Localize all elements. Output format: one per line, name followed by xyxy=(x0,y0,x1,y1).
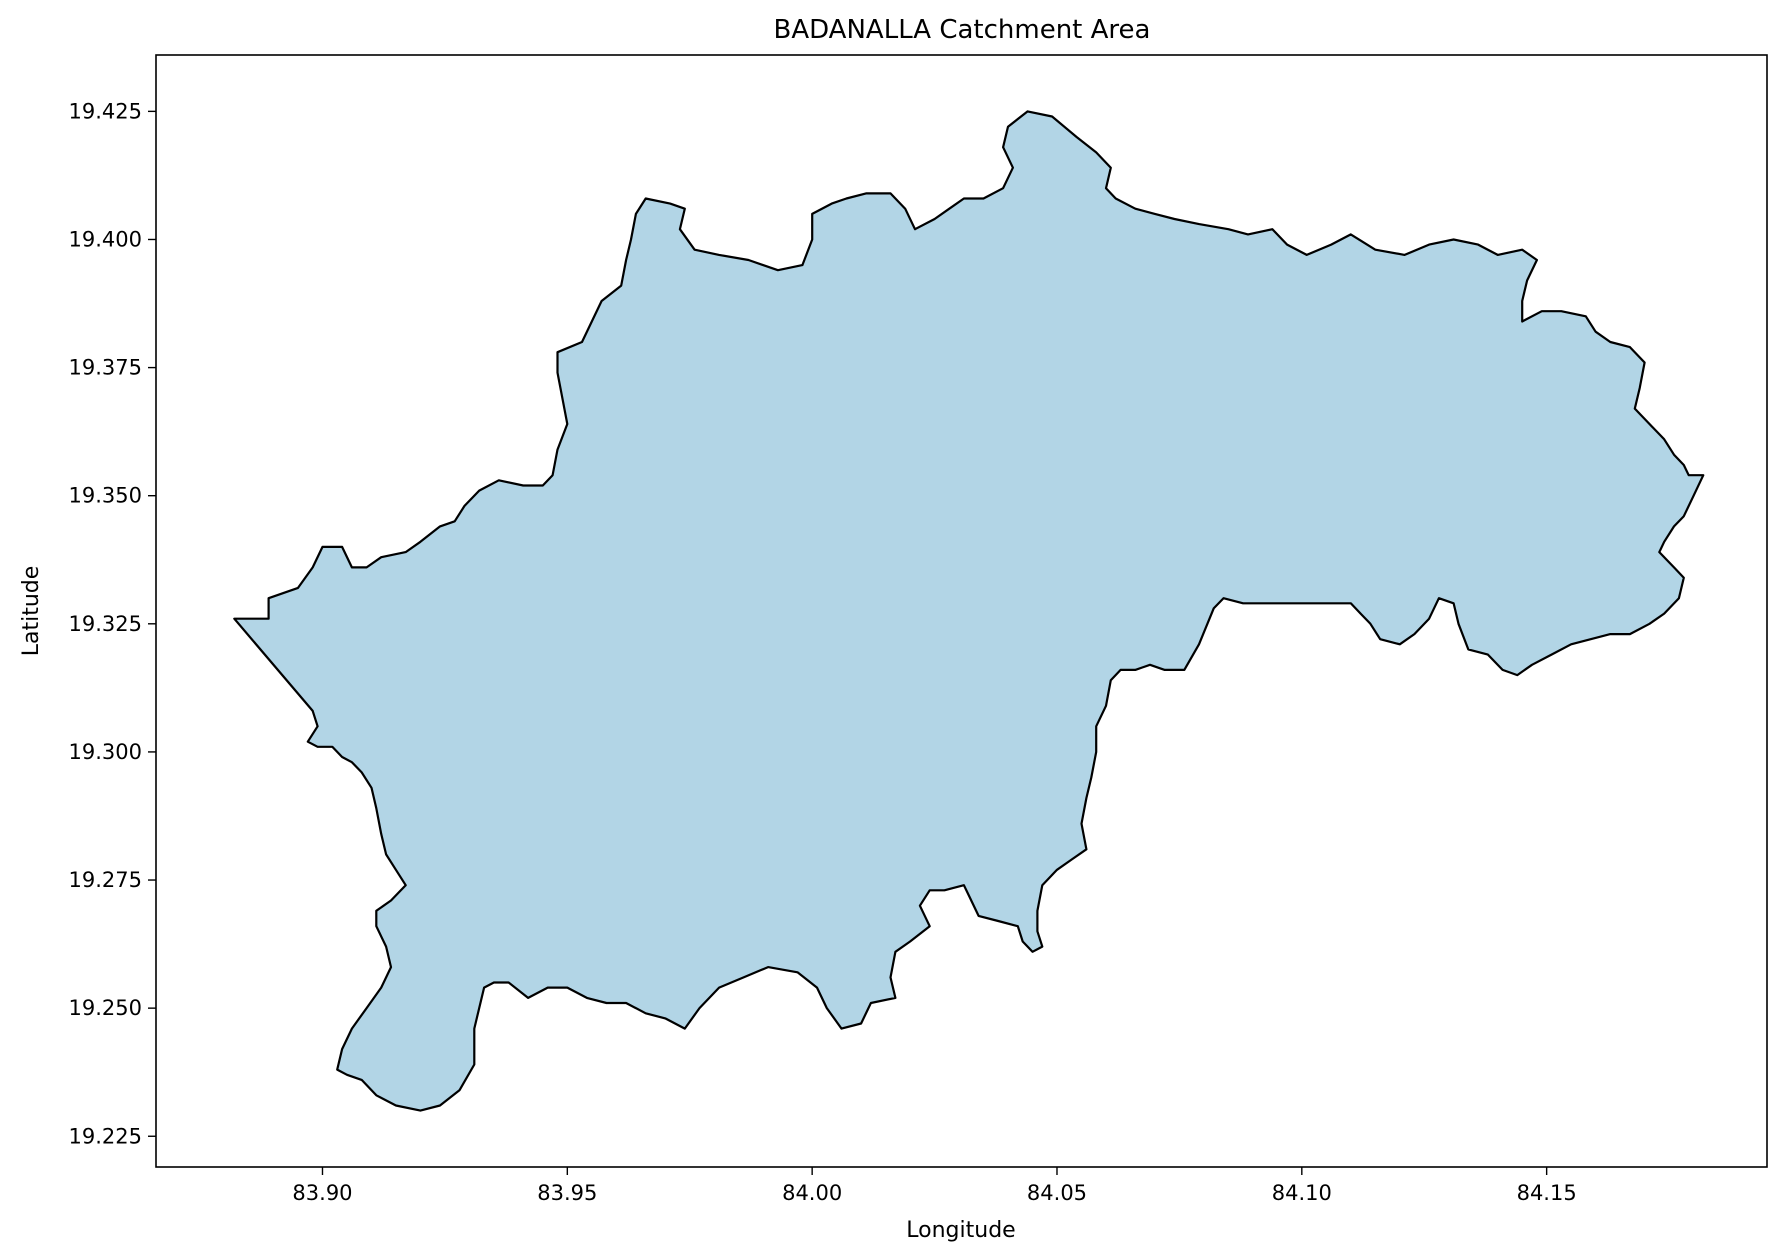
x-tick-label: 83.90 xyxy=(292,1181,352,1205)
x-tick-label: 84.15 xyxy=(1517,1181,1577,1205)
y-tick-label: 19.425 xyxy=(69,99,142,123)
catchment-boundary xyxy=(233,110,1705,1112)
chart-title: BADANALLA Catchment Area xyxy=(774,15,1151,45)
y-tick-label: 19.400 xyxy=(69,227,142,251)
plot-area xyxy=(155,54,1768,1168)
plot-frame xyxy=(155,54,1768,1168)
y-tick-label: 19.325 xyxy=(69,612,142,636)
y-tick-label: 19.225 xyxy=(69,1124,142,1148)
x-axis: 83.90 83.95 84.00 84.05 84.10 84.15 xyxy=(292,1167,1577,1205)
y-tick-label: 19.375 xyxy=(69,356,142,380)
x-tick-label: 83.95 xyxy=(537,1181,597,1205)
x-tick-label: 84.00 xyxy=(782,1181,842,1205)
y-tick-label: 19.300 xyxy=(69,740,142,764)
x-axis-label: Longitude xyxy=(906,1218,1015,1243)
y-axis-label: Latitude xyxy=(19,566,44,657)
x-tick-label: 84.10 xyxy=(1272,1181,1332,1205)
y-axis: 19.225 19.250 19.275 19.300 19.325 19.350 19.3… xyxy=(69,99,156,1148)
y-tick-label: 19.250 xyxy=(69,996,142,1020)
x-tick-label: 84.05 xyxy=(1027,1181,1087,1205)
y-tick-label: 19.350 xyxy=(69,484,142,508)
y-tick-label: 19.275 xyxy=(69,868,142,892)
